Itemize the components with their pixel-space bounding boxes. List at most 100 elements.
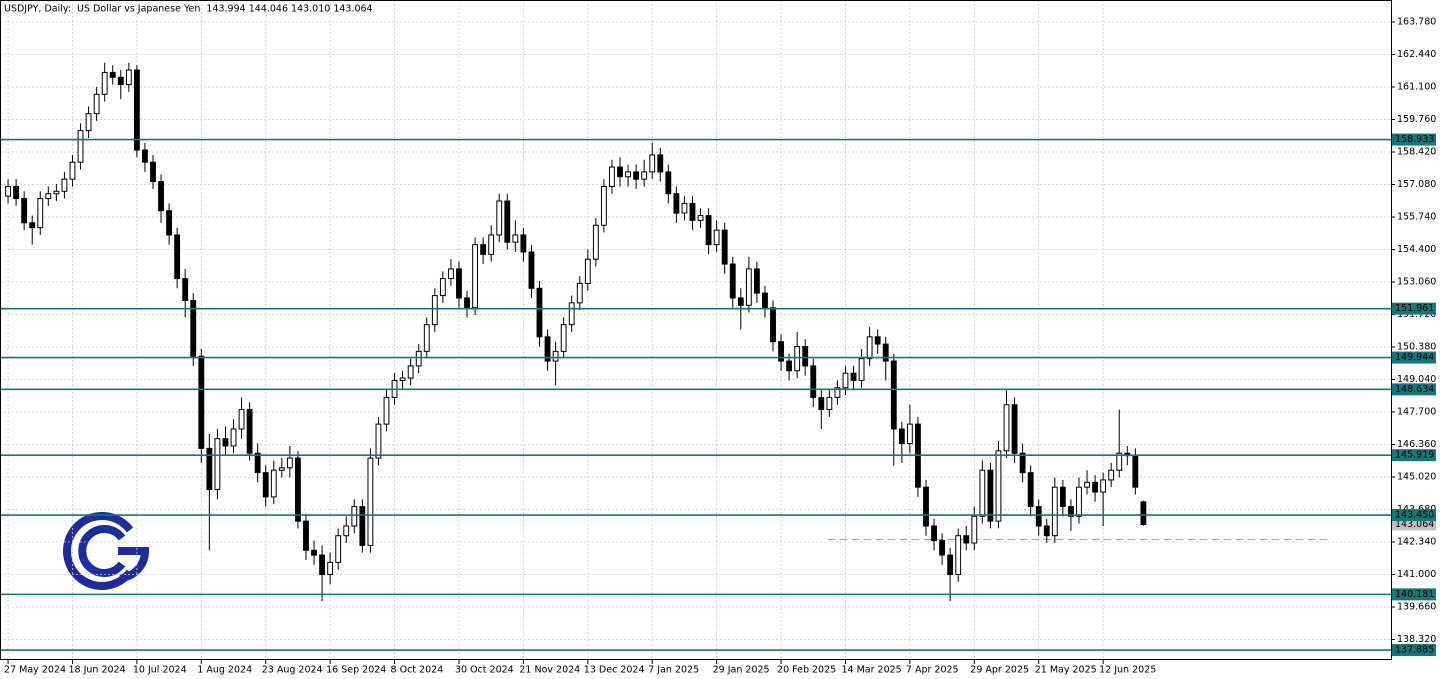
- candle-body: [1035, 506, 1042, 527]
- y-tick-label: 162.440: [1397, 49, 1436, 60]
- y-tick-label: 146.360: [1397, 439, 1436, 450]
- candle-body: [866, 336, 873, 360]
- candle-body: [617, 166, 623, 178]
- candle-body: [125, 69, 132, 86]
- candle-body: [544, 336, 551, 362]
- candle-body: [69, 161, 76, 180]
- candle-body: [689, 202, 696, 221]
- candle-body: [367, 457, 374, 546]
- candle-body: [842, 372, 849, 389]
- candle-body: [13, 185, 20, 200]
- candle-body: [399, 377, 406, 381]
- y-tick-label: 163.780: [1397, 16, 1436, 27]
- y-tick-label: 145.020: [1397, 472, 1436, 483]
- candle-body: [633, 171, 640, 180]
- candle-body: [552, 350, 559, 362]
- candle-body: [448, 268, 454, 280]
- candle-body: [29, 222, 36, 229]
- candle-body: [802, 346, 809, 367]
- level-box: [1392, 588, 1436, 601]
- candle-body: [874, 336, 881, 345]
- candle-body: [5, 185, 11, 197]
- candle-body: [93, 93, 100, 115]
- logo-inner: [78, 525, 126, 577]
- candle-body: [464, 297, 470, 309]
- candle-body: [584, 258, 591, 284]
- level-label: 137.885: [1395, 645, 1434, 656]
- candle-body: [1092, 481, 1099, 493]
- y-tick-label: 158.420: [1397, 146, 1436, 157]
- candle-body: [295, 457, 301, 522]
- level-box: [1392, 509, 1436, 522]
- level-label: 140.181: [1395, 589, 1434, 600]
- candle-body: [1076, 486, 1082, 517]
- x-tick-label: 12 Jun 2025: [1099, 665, 1156, 676]
- candle-body: [1132, 455, 1139, 488]
- level-label: 151.961: [1395, 303, 1434, 314]
- y-tick-label: 142.340: [1397, 537, 1436, 548]
- plot: [0, 0, 1391, 660]
- candle-body: [117, 76, 124, 86]
- candle-body: [1084, 481, 1090, 488]
- candle-body: [222, 438, 229, 447]
- candle-body: [681, 202, 688, 214]
- candle-body: [826, 396, 833, 411]
- candle-body: [745, 268, 752, 306]
- candle-body: [246, 409, 253, 454]
- candle-body: [101, 71, 108, 95]
- x-tick-label: 7 Jan 2025: [648, 665, 699, 676]
- x-tick-label: 16 Sep 2024: [326, 665, 386, 676]
- x-tick-label: 21 May 2025: [1035, 665, 1097, 676]
- candle-body: [343, 525, 350, 537]
- candle-body: [536, 287, 543, 338]
- candle-body: [383, 396, 390, 425]
- level-box: [1392, 449, 1436, 462]
- y-tick-label: 153.060: [1397, 277, 1436, 288]
- x-tick-label: 23 Aug 2024: [262, 665, 323, 676]
- candle-body: [166, 210, 173, 236]
- level-label: 149.944: [1395, 352, 1434, 363]
- level-box: [1392, 351, 1436, 364]
- logo: [63, 512, 150, 590]
- candle-body: [351, 506, 358, 527]
- candle-body: [286, 457, 293, 469]
- candle-body: [1003, 404, 1010, 452]
- y-tick-label: 150.380: [1397, 342, 1436, 353]
- level-box: [1392, 302, 1436, 315]
- level-label: 143.450: [1395, 510, 1434, 521]
- candle-body: [1116, 452, 1123, 471]
- candle-body: [673, 193, 680, 214]
- candle-body: [923, 486, 929, 527]
- candle-body: [109, 71, 116, 78]
- candle-body: [697, 215, 704, 221]
- x-tick-label: 27 May 2024: [4, 665, 66, 676]
- candle-body: [456, 268, 462, 299]
- x-tick-label: 7 Apr 2025: [906, 665, 959, 676]
- x-tick-label: 29 Jan 2025: [713, 665, 770, 676]
- candle-body: [818, 396, 825, 411]
- candle-body: [713, 229, 720, 246]
- candle-body: [1140, 501, 1147, 525]
- candle-body: [335, 535, 342, 563]
- candle-body: [1043, 525, 1050, 537]
- candle-body: [609, 166, 615, 187]
- candle-body: [262, 472, 269, 498]
- candle-body: [1100, 479, 1107, 493]
- candle-body: [939, 540, 946, 556]
- y-tick-label: 161.100: [1397, 81, 1436, 92]
- candle-body: [786, 360, 793, 372]
- candle-body: [810, 365, 817, 398]
- candle-body: [150, 161, 156, 183]
- candle-body: [1019, 452, 1026, 474]
- candle-body: [770, 307, 776, 343]
- x-tick-label: 10 Jul 2024: [133, 665, 187, 676]
- candle-body: [592, 224, 599, 260]
- candle-body: [560, 324, 567, 352]
- level-label: 158.933: [1395, 134, 1434, 145]
- candle-body: [657, 154, 664, 173]
- candle-body: [721, 229, 728, 265]
- candle-body: [1059, 486, 1066, 508]
- candle-body: [737, 297, 744, 306]
- logo-outer: [63, 512, 134, 590]
- candle-body: [77, 130, 84, 163]
